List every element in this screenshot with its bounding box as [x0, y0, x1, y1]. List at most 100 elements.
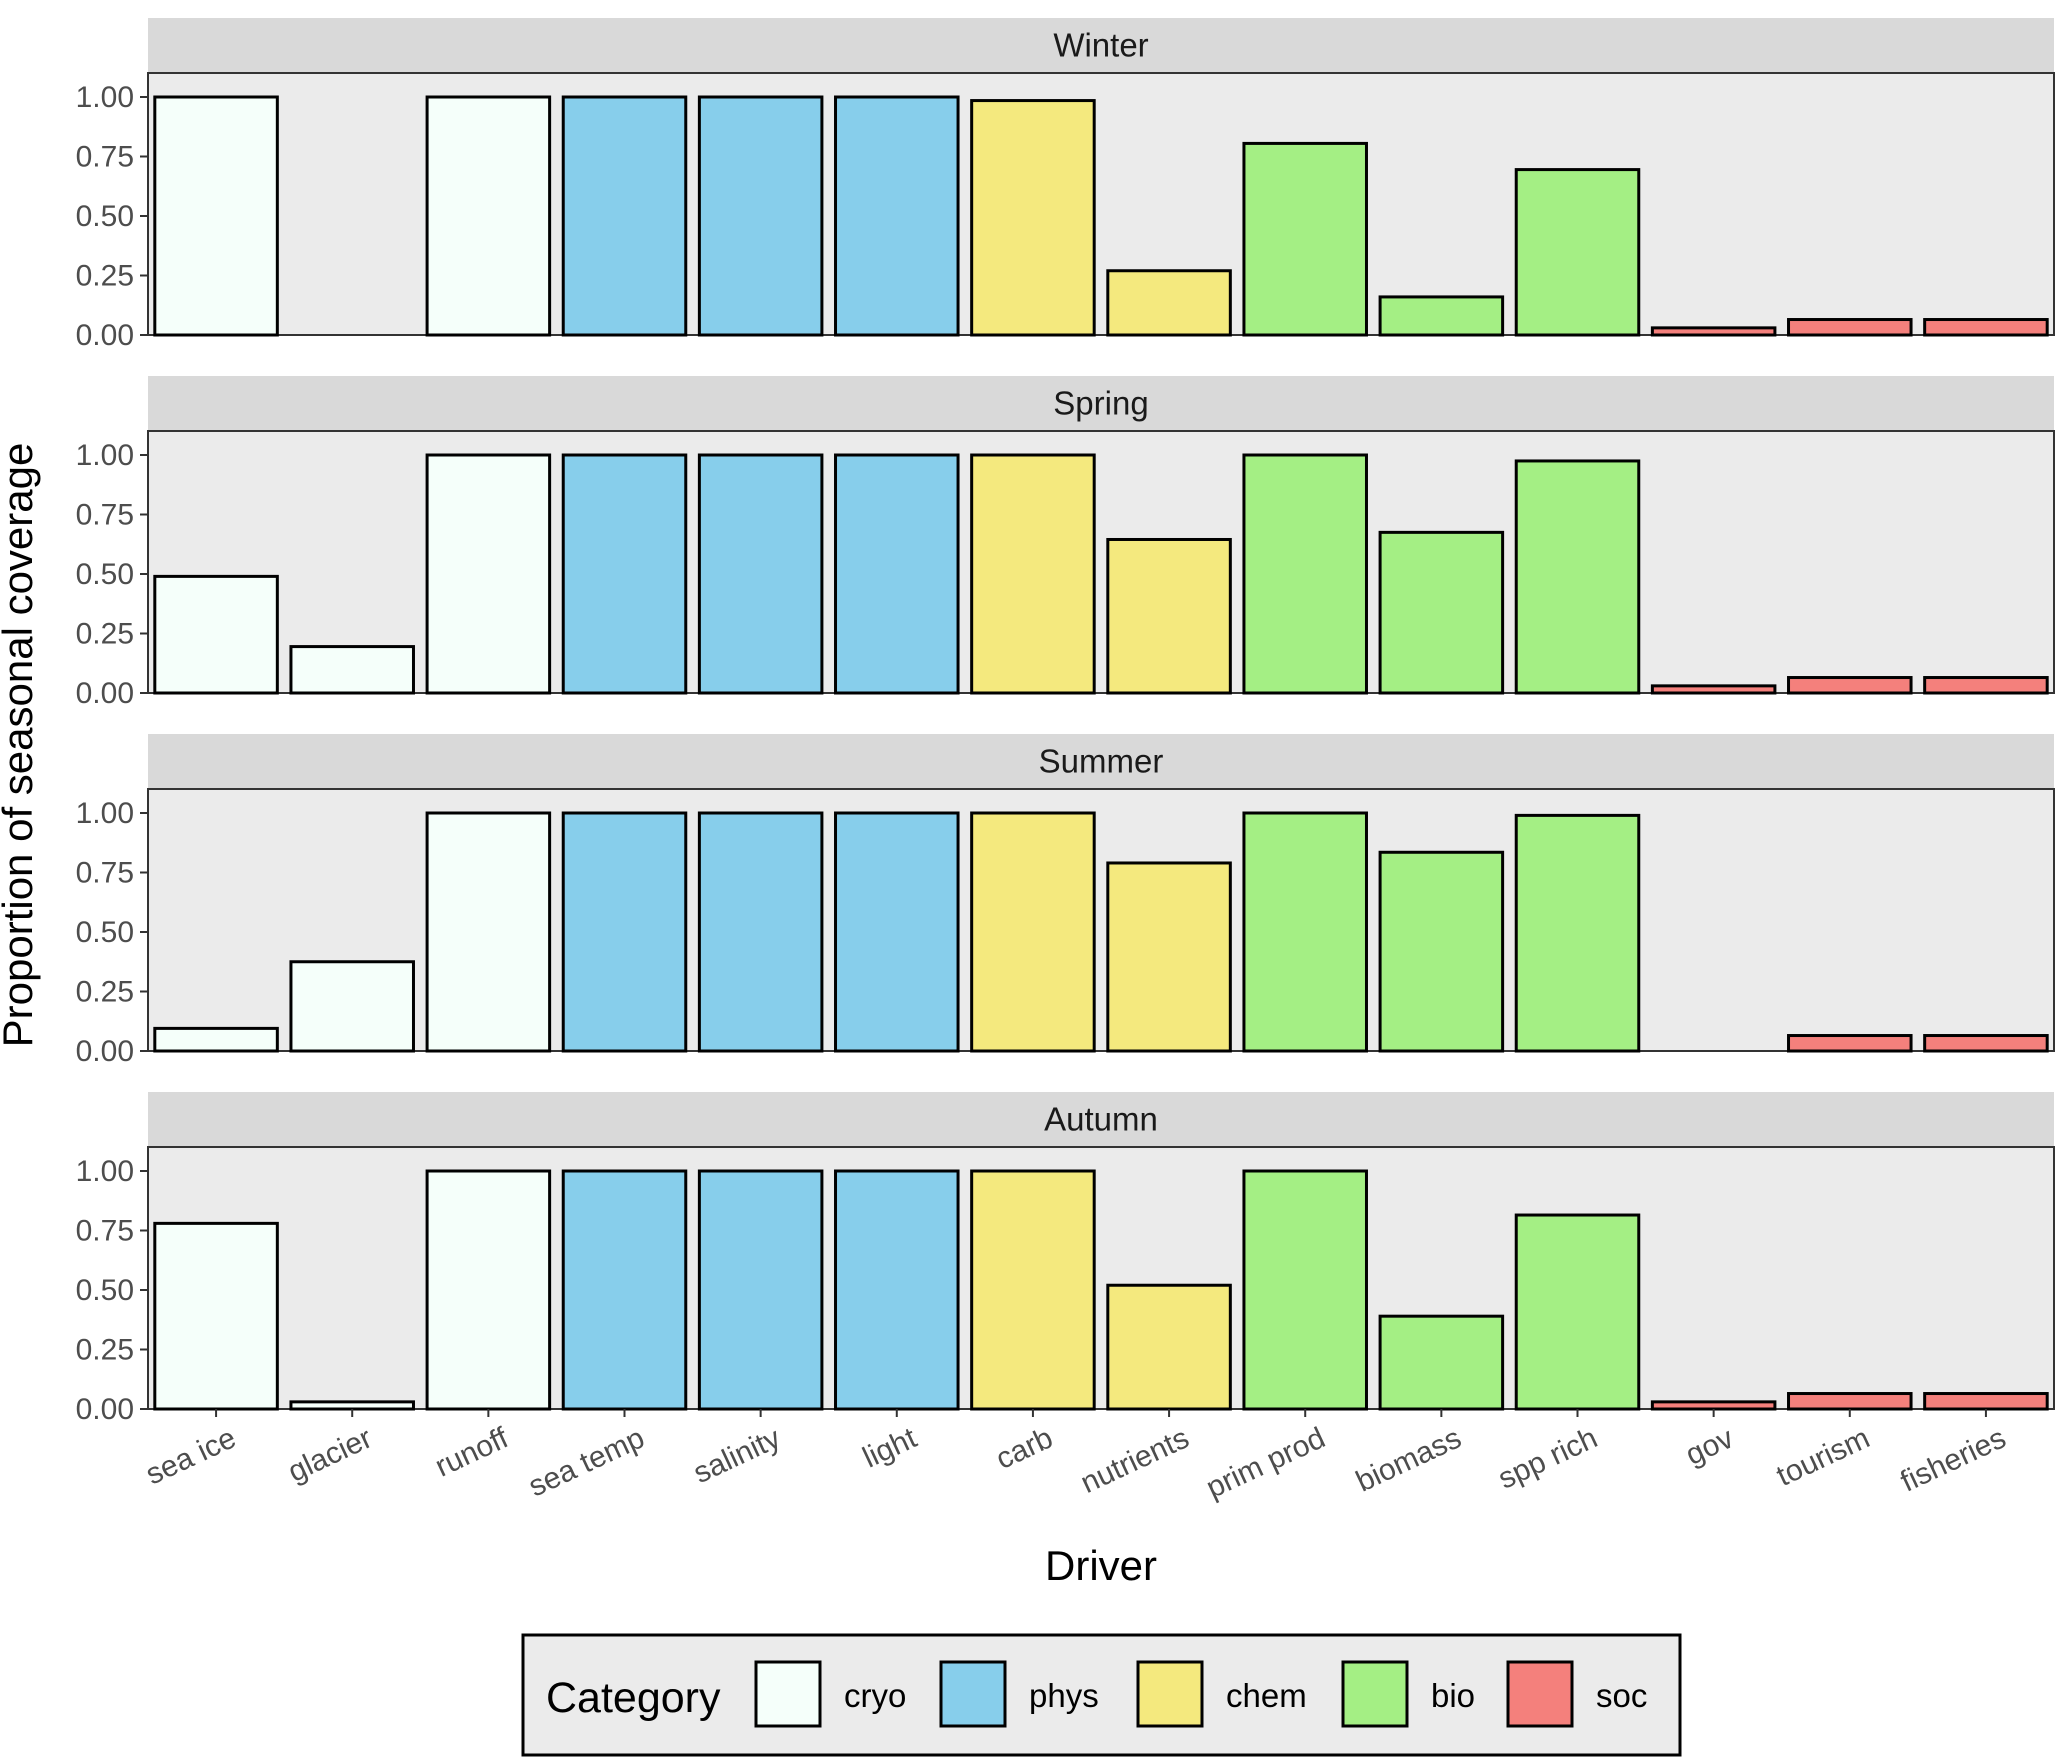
- legend-key-chem: [1136, 1660, 1204, 1728]
- x-tick-label: sea temp: [524, 1421, 650, 1503]
- y-tick-label: 0.00: [76, 319, 134, 352]
- panel-autumn: Autumn 0.00 0.25 0.50 0.75 1.00: [76, 1092, 2055, 1426]
- y-tick-label: 0.50: [76, 558, 134, 591]
- bar-summer-runoff: [425, 811, 552, 1053]
- bar-spring-glacier: [289, 645, 415, 695]
- bar-winter-sea-temp: [561, 95, 688, 337]
- bar-summer-salinity: [697, 811, 824, 1053]
- bar-summer-fisheries: [1923, 1034, 2049, 1053]
- panel-winter: Winter 0.00 0.25 0.50 0.75 1.00: [76, 18, 2055, 352]
- bar-winter-spp-rich: [1514, 168, 1641, 337]
- x-tick-label: fisheries: [1896, 1421, 2011, 1498]
- bar-summer-prim-prod: [1242, 811, 1368, 1053]
- bar-summer-light: [834, 811, 960, 1053]
- strip-summer: [148, 734, 2054, 789]
- x-tick-label: light: [858, 1421, 922, 1474]
- x-tick-label: glacier: [283, 1421, 377, 1488]
- x-tick-label: biomass: [1351, 1421, 1466, 1498]
- x-tick-label: sea ice: [141, 1421, 241, 1491]
- bar-winter-carb: [970, 99, 1096, 337]
- strip-autumn: [148, 1092, 2054, 1147]
- bar-summer-sea-temp: [561, 811, 688, 1053]
- bar-spring-gov: [1650, 684, 1777, 695]
- strip-label: Winter: [1053, 27, 1148, 64]
- legend-label-cryo: cryo: [844, 1677, 906, 1714]
- bar-autumn-sea-ice: [153, 1221, 279, 1411]
- strip-label: Summer: [1039, 743, 1164, 780]
- legend-label-soc: soc: [1596, 1677, 1647, 1714]
- bar-autumn-salinity: [697, 1169, 824, 1411]
- bar-spring-runoff: [425, 453, 552, 695]
- bar-winter-tourism: [1787, 318, 1913, 337]
- legend-label-chem: chem: [1226, 1677, 1307, 1714]
- bar-spring-carb: [970, 453, 1096, 695]
- bar-autumn-runoff: [425, 1169, 552, 1411]
- bar-winter-nutrients: [1106, 269, 1232, 337]
- x-axis-title: Driver: [1045, 1542, 1157, 1589]
- panels: Winter 0.00 0.25 0.50 0.75 1.00 Spring 0.00 0.25…: [76, 18, 2055, 1426]
- bar-winter-light: [834, 95, 960, 337]
- legend-key-cryo: [754, 1660, 822, 1728]
- bar-winter-fisheries: [1923, 318, 2049, 337]
- x-tick-label: runoff: [430, 1421, 514, 1483]
- y-tick-label: 0.50: [76, 1274, 134, 1307]
- bar-winter-biomass: [1378, 295, 1505, 337]
- bar-winter-prim-prod: [1242, 141, 1368, 337]
- y-tick-label: 1.00: [76, 797, 134, 830]
- bar-autumn-biomass: [1378, 1314, 1505, 1411]
- y-tick-label: 0.25: [76, 618, 134, 651]
- bar-autumn-tourism: [1787, 1392, 1913, 1411]
- bar-spring-salinity: [697, 453, 824, 695]
- y-tick-label: 0.00: [76, 1035, 134, 1068]
- bar-spring-nutrients: [1106, 537, 1232, 695]
- legend-key-phys: [939, 1660, 1007, 1728]
- y-tick-label: 0.25: [76, 976, 134, 1009]
- bar-summer-glacier: [289, 960, 415, 1053]
- bar-autumn-gov: [1650, 1400, 1777, 1411]
- legend-label-bio: bio: [1431, 1677, 1475, 1714]
- bar-autumn-sea-temp: [561, 1169, 688, 1411]
- bar-autumn-glacier: [289, 1400, 415, 1411]
- y-tick-label: 1.00: [76, 81, 134, 114]
- bar-winter-sea-ice: [153, 95, 279, 337]
- bar-autumn-carb: [970, 1169, 1096, 1411]
- bar-autumn-fisheries: [1923, 1392, 2049, 1411]
- legend: Category cryo phys chem bio soc: [521, 1633, 1682, 1757]
- bar-autumn-spp-rich: [1514, 1213, 1641, 1411]
- bar-winter-gov: [1650, 326, 1777, 337]
- bar-spring-spp-rich: [1514, 459, 1641, 695]
- y-tick-label: 0.75: [76, 499, 134, 532]
- y-tick-label: 1.00: [76, 439, 134, 472]
- x-tick-label: salinity: [689, 1421, 786, 1490]
- y-tick-label: 0.25: [76, 1334, 134, 1367]
- x-tick-label: spp rich: [1493, 1421, 1602, 1495]
- y-tick-label: 1.00: [76, 1155, 134, 1188]
- bar-winter-runoff: [425, 95, 552, 337]
- legend-title: Category: [546, 1674, 721, 1722]
- bar-summer-tourism: [1787, 1034, 1913, 1053]
- legend-label-phys: phys: [1029, 1677, 1099, 1714]
- legend-key-bio: [1341, 1660, 1409, 1728]
- bar-spring-sea-temp: [561, 453, 688, 695]
- x-axis: sea ice glacier runoff sea temp salinity ligh…: [141, 1409, 2011, 1505]
- bar-spring-fisheries: [1923, 676, 2049, 695]
- strip-label: Spring: [1053, 385, 1148, 422]
- y-axis-title: Proportion of seasonal coverage: [0, 443, 41, 1048]
- legend-frame: [521, 1633, 1682, 1757]
- bar-autumn-prim-prod: [1242, 1169, 1368, 1411]
- bar-winter-salinity: [697, 95, 824, 337]
- y-tick-label: 0.50: [76, 916, 134, 949]
- bar-spring-light: [834, 453, 960, 695]
- strip-winter: [148, 18, 2054, 73]
- strip-label: Autumn: [1044, 1101, 1158, 1138]
- bar-summer-sea-ice: [153, 1026, 279, 1053]
- y-tick-label: 0.00: [76, 677, 134, 710]
- bar-summer-spp-rich: [1514, 813, 1641, 1053]
- y-tick-label: 0.00: [76, 1393, 134, 1426]
- bar-spring-prim-prod: [1242, 453, 1368, 695]
- y-tick-label: 0.25: [76, 260, 134, 293]
- y-tick-label: 0.75: [76, 857, 134, 890]
- y-tick-label: 0.75: [76, 1215, 134, 1248]
- bar-spring-sea-ice: [153, 574, 279, 695]
- x-tick-label: prim prod: [1201, 1421, 1330, 1504]
